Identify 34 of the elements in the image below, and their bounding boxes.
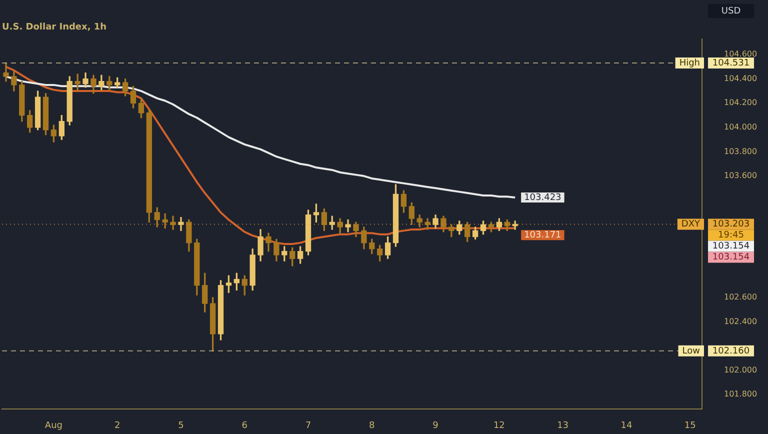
x-tick-label: 13: [557, 420, 569, 431]
x-tick-label: 15: [684, 420, 696, 431]
x-tick-label: 7: [305, 420, 312, 431]
text: 102.160: [712, 346, 750, 356]
chart-title: U.S. Dollar Index, 1h: [2, 22, 107, 33]
y-tick-label: 102.600: [724, 292, 758, 302]
data-label: 103.423: [524, 192, 562, 203]
y-tick-label: 102.400: [724, 316, 758, 326]
text: 19:45: [718, 230, 744, 241]
text: 104.531: [712, 58, 750, 68]
x-tick-label: 5: [178, 420, 184, 431]
data-label: 103.171: [524, 230, 562, 240]
ref-line-label: High: [679, 58, 700, 68]
x-tick-label: 14: [620, 420, 632, 431]
y-tick-label: 101.800: [724, 390, 758, 399]
y-tick-label: 103.600: [724, 171, 758, 180]
x-tick-label: 6: [242, 420, 248, 431]
y-tick-label: 102.000: [724, 365, 758, 374]
x-tick-label: 12: [493, 420, 505, 431]
y-axis-title: USD: [721, 6, 741, 16]
y-tick-label: 104.400: [724, 74, 758, 83]
x-tick-label: 2: [114, 420, 120, 431]
x-tick-label: 8: [369, 420, 376, 431]
y-tick-label: 104.200: [724, 98, 758, 108]
y-tick-label: 104.600: [724, 50, 758, 59]
ref-line-label: Low: [682, 346, 700, 356]
x-tick-label: 9: [432, 420, 439, 431]
text: 103.154: [712, 252, 750, 263]
text: 103.203: [712, 220, 750, 230]
x-tick-label: Aug: [44, 420, 62, 431]
ref-line-label: DXY: [681, 220, 700, 230]
y-tick-label: 104.000: [724, 122, 758, 132]
text: 103.154: [712, 242, 750, 252]
y-tick-label: 103.800: [724, 146, 758, 156]
